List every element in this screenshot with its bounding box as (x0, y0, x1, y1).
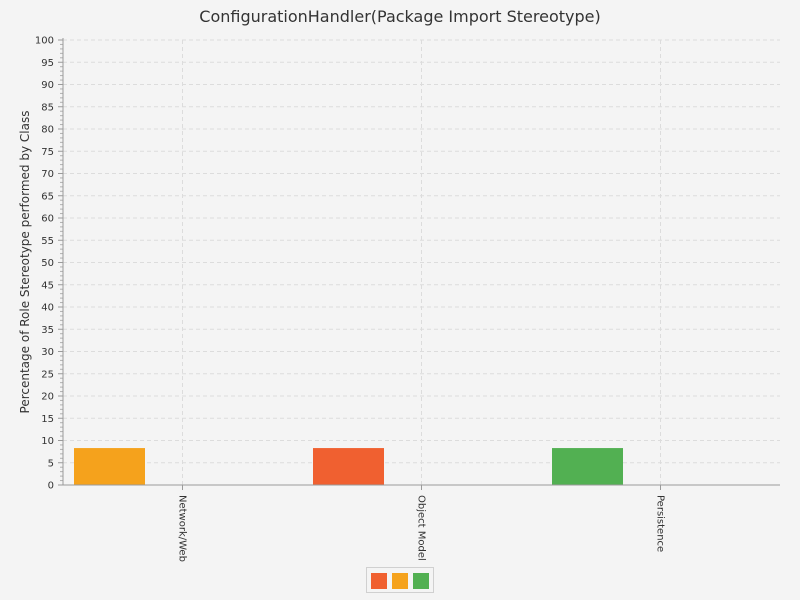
y-tick-label: 60 (41, 214, 54, 225)
y-tick-label: 55 (41, 236, 54, 247)
y-tick-label: 95 (41, 58, 54, 69)
bar-persistence (552, 448, 623, 485)
y-tick-label: 25 (41, 369, 54, 380)
bars (74, 448, 623, 485)
y-tick-label: 50 (41, 258, 54, 269)
y-tick-label: 15 (41, 414, 54, 425)
y-tick-label: 75 (41, 147, 54, 158)
chart-title: ConfigurationHandler(Package Import Ster… (199, 7, 601, 26)
x-tick-label: Network/Web (177, 495, 188, 562)
bar-network-web (74, 448, 145, 485)
legend-swatch (371, 573, 387, 589)
tick-labels: 0 5 10 15 20 25 30 35 40 45 50 55 60 65 70 75 80 85 90 95 10… (35, 36, 666, 562)
x-tick-label: Persistence (655, 495, 666, 552)
x-tick-label: Object Model (416, 495, 427, 561)
y-tick-label: 20 (41, 392, 54, 403)
y-tick-label: 80 (41, 125, 54, 136)
y-tick-label: 90 (41, 80, 54, 91)
y-tick-label: 35 (41, 325, 54, 336)
axes (58, 38, 780, 490)
y-tick-label: 40 (41, 303, 54, 314)
legend-swatch (392, 573, 408, 589)
y-tick-label: 0 (48, 481, 54, 492)
y-tick-label: 100 (35, 36, 54, 47)
y-tick-label: 10 (41, 436, 54, 447)
y-axis-title: Percentage of Role Stereotype performed … (18, 111, 32, 414)
y-tick-label: 5 (48, 458, 54, 469)
y-tick-label: 45 (41, 280, 54, 291)
legend-swatch (413, 573, 429, 589)
y-tick-label: 70 (41, 169, 54, 180)
y-tick-label: 85 (41, 102, 54, 113)
grid-lines (63, 39, 780, 485)
legend (366, 567, 434, 593)
y-tick-label: 30 (41, 347, 54, 358)
bar-object-model (313, 448, 384, 485)
y-tick-label: 65 (41, 191, 54, 202)
